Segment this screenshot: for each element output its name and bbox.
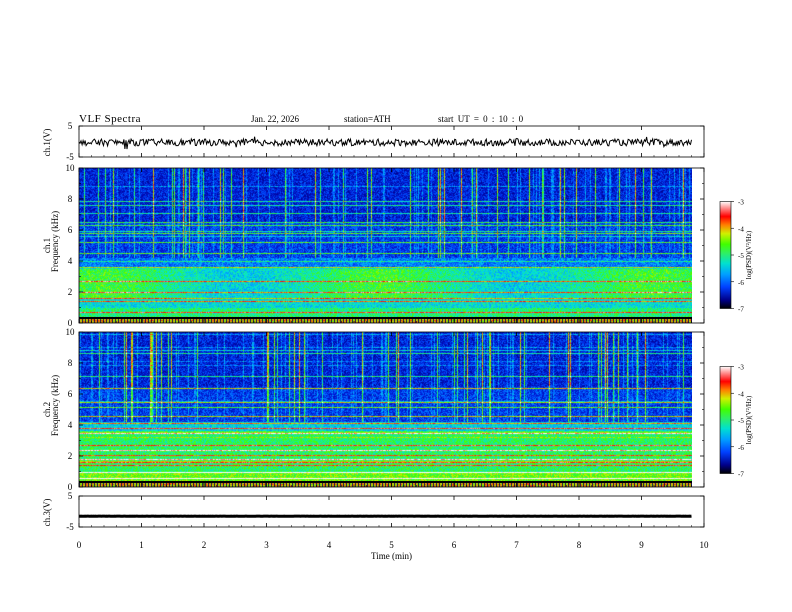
station-label: station=ATH — [344, 114, 391, 124]
ch2-colorbar-tick-label: -6 — [738, 444, 744, 452]
spectrogram-base-line-ch1 — [79, 317, 692, 319]
spectrogram-base-line-ch2 — [79, 481, 692, 483]
ch2-spectrogram-ytick-label: 8 — [68, 358, 73, 368]
xtick-label: 5 — [389, 540, 394, 550]
ch1-spectrogram-ytick-label: 6 — [68, 225, 73, 235]
ch2-spectrogram-ytick-label: 6 — [68, 389, 73, 399]
ch1-waveform-ytick-label: -5 — [66, 152, 74, 162]
ch1-colorbar-tick-label: -6 — [738, 279, 744, 287]
ch1-colorbar-label: log(PSD)(V²/Hz) — [745, 230, 753, 279]
xtick-label: 3 — [264, 540, 269, 550]
ch1-colorbar-tick-label: -4 — [738, 225, 744, 233]
ch1-colorbar-tick-label: -7 — [738, 306, 744, 314]
ch2-spectrogram-ytick-label: 10 — [66, 327, 76, 337]
ch1-spectrogram-ytick-label: 4 — [68, 256, 73, 266]
ch1-colorbar-tick-label: -5 — [738, 252, 744, 260]
start-time-label: start UT = 0 : 10 : 0 — [438, 114, 524, 124]
ch1-frequency-label: Frequency (kHz) — [50, 211, 60, 272]
xtick-label: 9 — [639, 540, 644, 550]
ch1-waveform-ytick-label: 5 — [68, 121, 73, 131]
ch1-waveform-line — [78, 136, 692, 150]
ch1-spectrogram-ytick-label: 8 — [68, 194, 73, 204]
ch2-channel-label: ch.2 — [42, 402, 52, 417]
ch2-colorbar-tick-label: -3 — [738, 364, 744, 372]
xtick-label: 7 — [514, 540, 519, 550]
ch2-colorbar-bar — [719, 366, 732, 474]
ch2-colorbar-tick-label: -4 — [738, 390, 744, 398]
xaxis-label: Time (min) — [371, 551, 412, 561]
ch2-colorbar-label: log(PSD)(V²/Hz) — [745, 395, 753, 444]
spectrogram-image-ch1 — [79, 168, 692, 323]
xtick-label: 8 — [577, 540, 582, 550]
ch1-ylabel: ch.1(V) — [42, 129, 52, 157]
xtick-label: 6 — [452, 540, 457, 550]
xtick-label: 1 — [139, 540, 144, 550]
chart-title: VLF Spectra — [79, 113, 142, 125]
ch1-spectrogram-ytick-label: 0 — [68, 318, 73, 328]
ch1-colorbar-tick-label: -3 — [738, 199, 744, 207]
ch1-spectrogram-ytick-label: 10 — [66, 163, 76, 173]
ch1-channel-label: ch.1 — [42, 238, 52, 253]
date-label: Jan. 22, 2026 — [251, 114, 299, 124]
ch2-colorbar-tick-label: -5 — [738, 417, 744, 425]
ch2-spectrogram-ytick-label: 2 — [68, 451, 73, 461]
ch2-colorbar-tick-label: -7 — [738, 471, 744, 479]
xtick-label: 4 — [327, 540, 332, 550]
ch3-waveform-ytick-label: 5 — [68, 491, 73, 501]
ch3-waveform-ytick-label: -5 — [66, 522, 74, 532]
ch3-waveform-frame — [78, 495, 705, 528]
spectrogram-image-ch2 — [79, 332, 692, 487]
ch2-frequency-label: Frequency (kHz) — [50, 375, 60, 436]
xtick-label: 0 — [77, 540, 82, 550]
ch1-colorbar-bar — [719, 201, 732, 309]
xtick-label: 10 — [700, 540, 710, 550]
ch1-spectrogram-ytick-label: 2 — [68, 287, 73, 297]
ch2-spectrogram-ytick-label: 4 — [68, 420, 73, 430]
ch3-ylabel: ch.3(V) — [42, 499, 52, 527]
ch2-spectrogram-ytick-label: 0 — [68, 482, 73, 492]
xtick-label: 2 — [202, 540, 207, 550]
